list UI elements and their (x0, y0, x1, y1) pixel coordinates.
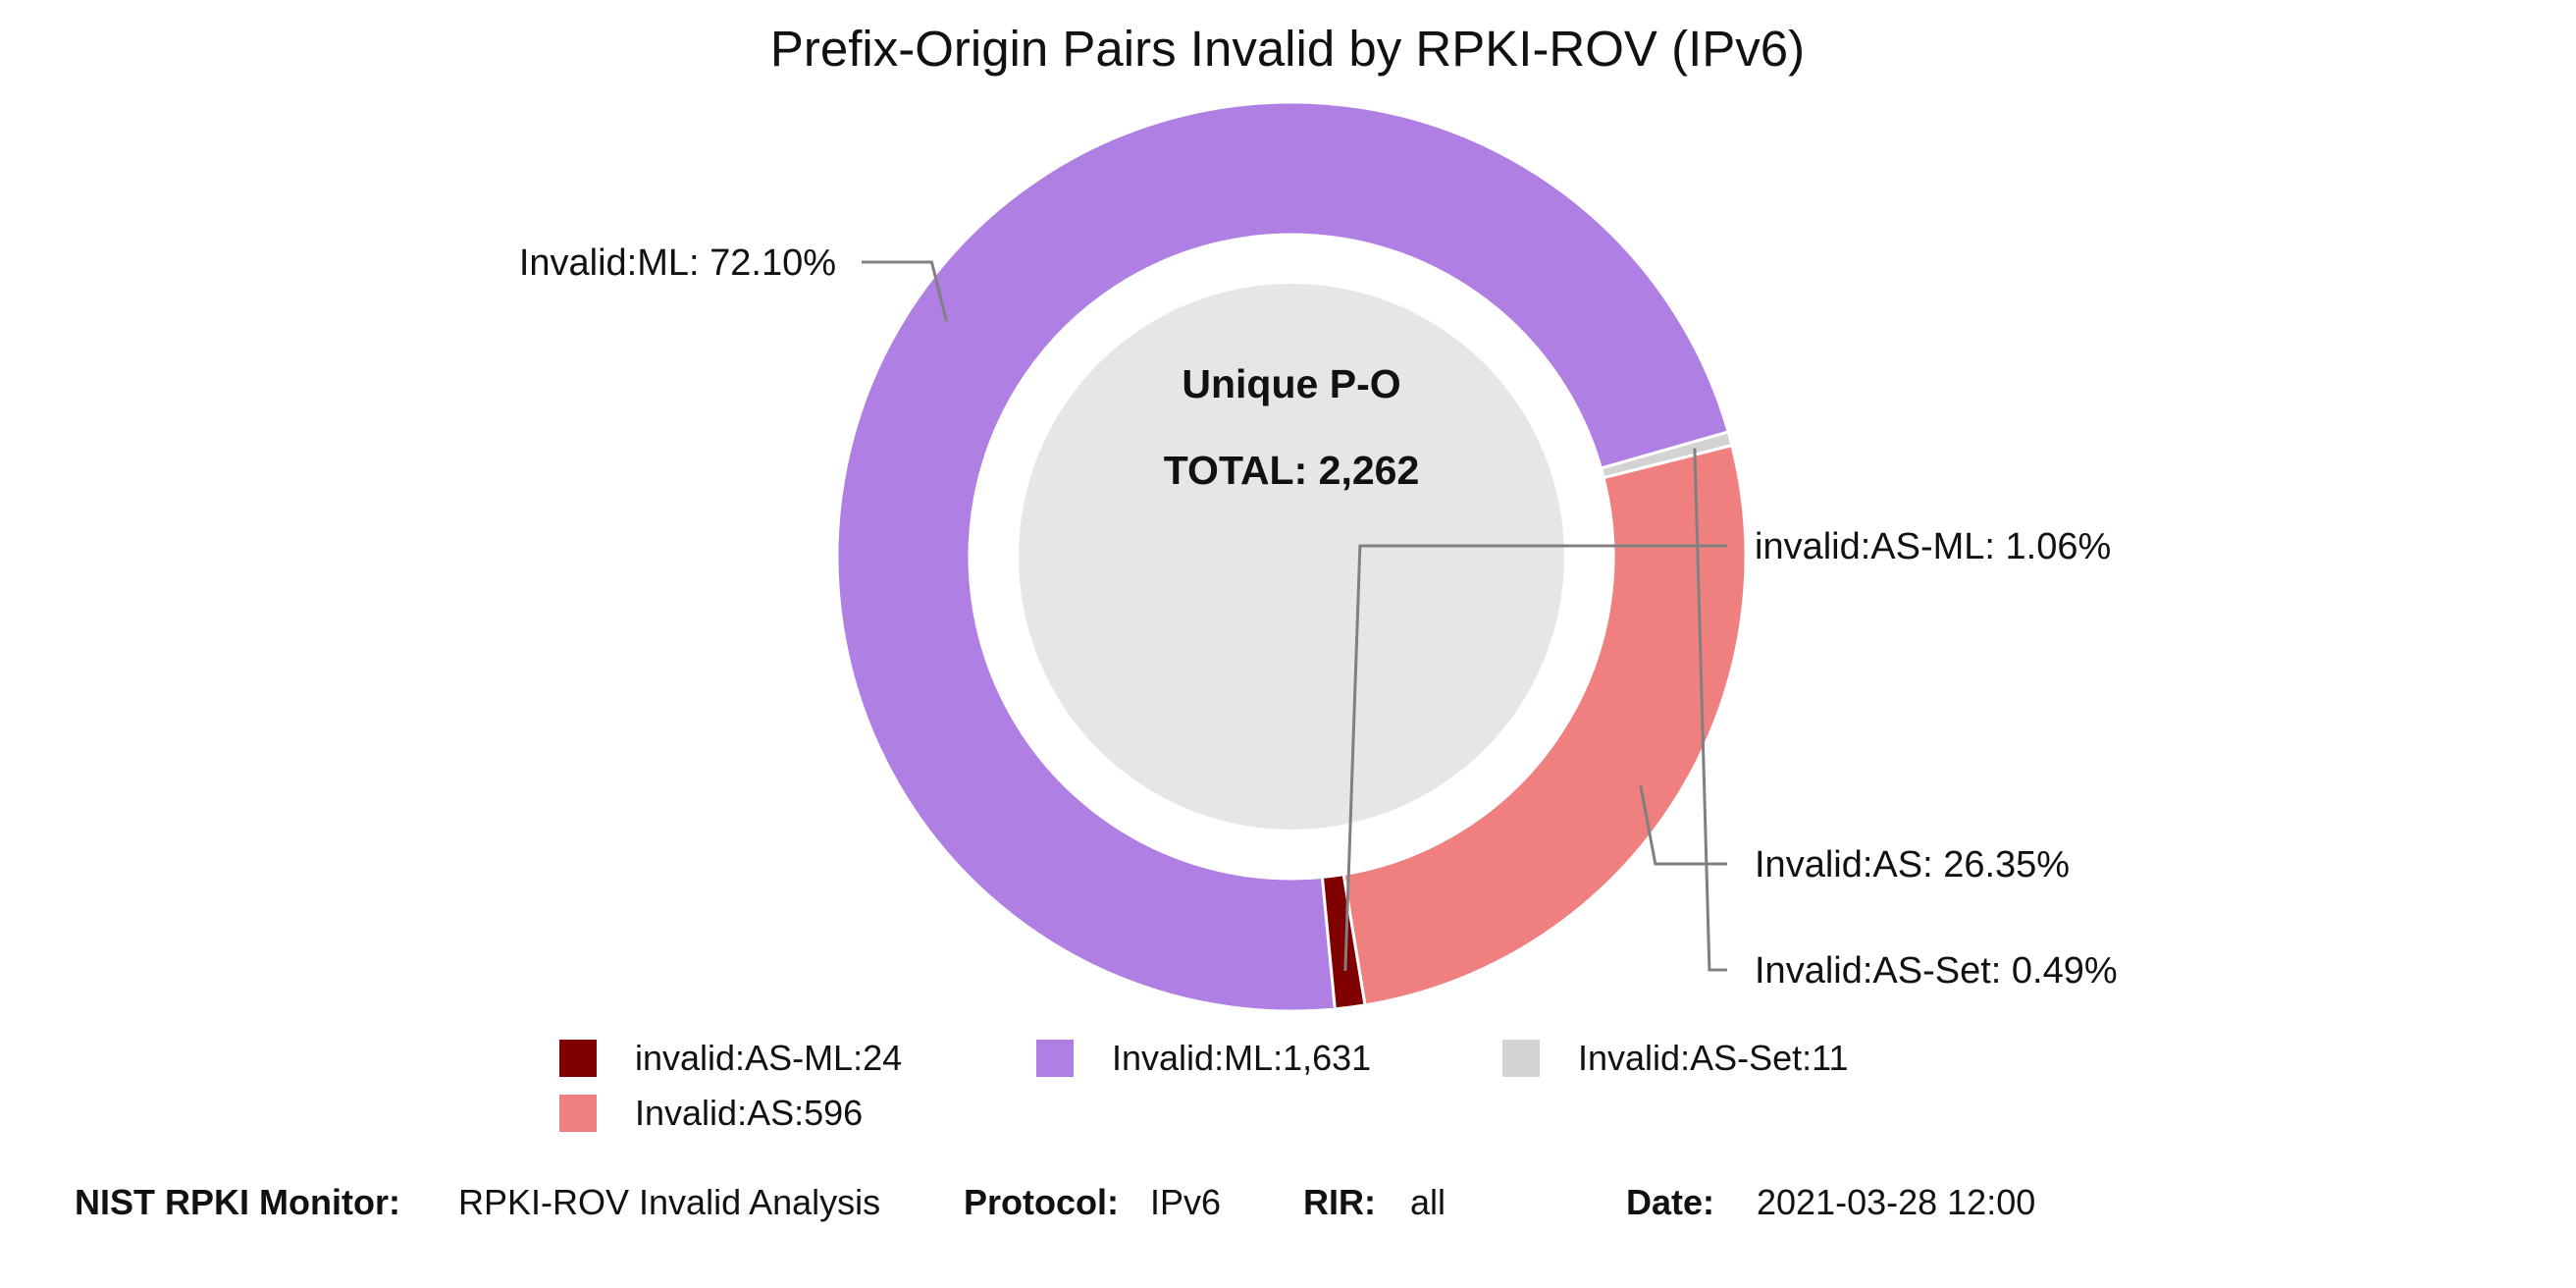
legend-label-invalid-ml: Invalid:ML:1,631 (1112, 1038, 1371, 1078)
leader-invalid-as (1639, 785, 1727, 866)
footer-rir-value: all (1410, 1182, 1446, 1222)
legend-label-invalid-as: Invalid:AS:596 (635, 1093, 863, 1133)
slice-label-invalid-as: Invalid:AS: 26.35% (1755, 844, 2070, 886)
slice-invalid-ml (835, 100, 1731, 1013)
legend-swatch-invalid-as-set (1502, 1040, 1540, 1077)
legend-label-invalid-as-ml: invalid:AS-ML:24 (635, 1038, 902, 1078)
legend-swatch-invalid-as (559, 1095, 597, 1132)
chart-title: Prefix-Origin Pairs Invalid by RPKI-ROV … (770, 21, 1805, 77)
footer-monitor-key: NIST RPKI Monitor: (75, 1182, 400, 1222)
center-total: TOTAL: 2,262 (1164, 448, 1420, 493)
slice-label-leaders (862, 260, 1727, 972)
legend-swatch-invalid-as-ml (559, 1040, 597, 1077)
legend: invalid:AS-ML:24 Invalid:ML:1,631 Invalid:… (559, 1038, 1848, 1133)
slice-invalid-as (1341, 443, 1748, 1007)
footer-rir-key: RIR: (1303, 1182, 1376, 1222)
footer-date-key: Date: (1626, 1182, 1714, 1222)
slice-invalid-as-ml (1320, 872, 1367, 1011)
footer-date-value: 2021-03-28 12:00 (1757, 1182, 2035, 1222)
slice-label-invalid-as-ml: invalid:AS-ML: 1.06% (1755, 526, 2111, 567)
leader-invalid-as-ml (1343, 544, 1727, 971)
footer-monitor-value: RPKI-ROV Invalid Analysis (458, 1182, 880, 1222)
donut-slices (835, 100, 1748, 1013)
center-title: Unique P-O (1182, 361, 1400, 406)
slice-labels: Invalid:ML: 72.10% Invalid:AS-Set: 0.49% I… (519, 242, 2118, 992)
leader-invalid-ml (862, 260, 948, 322)
center-disc (1019, 284, 1564, 830)
legend-swatch-invalid-ml (1036, 1040, 1074, 1077)
slice-label-invalid-ml: Invalid:ML: 72.10% (519, 242, 836, 284)
legend-label-invalid-as-set: Invalid:AS-Set:11 (1578, 1038, 1848, 1078)
footer-protocol-value: IPv6 (1150, 1182, 1221, 1222)
leader-invalid-as-set (1693, 448, 1727, 972)
footer: NIST RPKI Monitor: RPKI-ROV Invalid Anal… (75, 1182, 2035, 1222)
footer-protocol-key: Protocol: (964, 1182, 1119, 1222)
slice-label-invalid-as-set: Invalid:AS-Set: 0.49% (1755, 950, 2118, 992)
